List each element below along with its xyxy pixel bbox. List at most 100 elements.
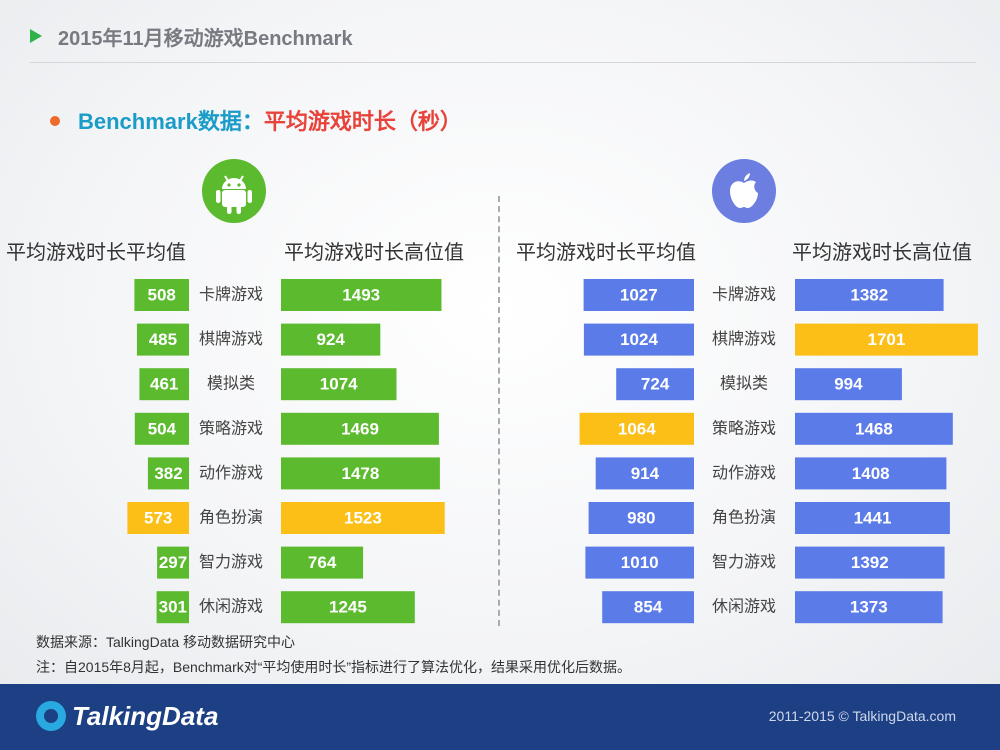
ios-avg-bar <box>583 323 694 356</box>
bar-value-label: 1478 <box>341 464 379 483</box>
bar-value-label: 1373 <box>850 598 888 617</box>
ios-category-label: 棋牌游戏 <box>712 330 776 348</box>
android-category-label: 模拟类 <box>207 375 255 393</box>
play-triangle-icon <box>30 29 42 43</box>
bar-value-label: 854 <box>634 598 663 617</box>
ios-category-label: 角色扮演 <box>712 509 776 527</box>
android-category-label: 策略游戏 <box>199 419 263 437</box>
android-high-bar <box>281 279 442 311</box>
ios-high-bar <box>795 457 947 490</box>
ios-avg-bar <box>602 591 694 624</box>
ios-avg-bar <box>616 368 694 401</box>
android-category-label: 智力游戏 <box>199 553 263 571</box>
page-title: 2015年11月移动游戏Benchmark <box>58 28 353 50</box>
apple-icon <box>712 159 776 223</box>
subtitle-main: 平均游戏时长（秒） <box>263 109 462 134</box>
ios-category-label: 休闲游戏 <box>712 598 776 616</box>
android-avg-bar <box>136 323 189 356</box>
footer-bar: TalkingData 2011-2015 © TalkingData.com <box>0 684 1000 750</box>
bar-value-label: 382 <box>154 464 182 483</box>
ios-high-bar <box>795 279 944 311</box>
ios-category-label: 策略游戏 <box>712 419 776 437</box>
bar-value-label: 1074 <box>320 375 358 394</box>
ios-avg-header: 平均游戏时长平均值 <box>516 242 696 264</box>
android-avg-header: 平均游戏时长平均值 <box>6 242 186 264</box>
bar-value-label: 1010 <box>621 553 659 572</box>
android-high-bar <box>281 546 364 579</box>
bar-value-label: 297 <box>159 553 187 572</box>
bar-value-label: 1701 <box>867 330 905 349</box>
android-high-bar <box>281 323 381 356</box>
header: 2015年11月移动游戏Benchmark <box>0 0 1000 64</box>
platform-divider <box>498 196 500 626</box>
android-category-label: 卡牌游戏 <box>199 286 263 304</box>
bar-value-label: 1245 <box>329 598 367 617</box>
bar-value-label: 1392 <box>851 553 889 572</box>
android-high-bar <box>281 368 397 401</box>
ios-high-bar <box>795 368 902 401</box>
android-avg-bar <box>147 457 189 490</box>
bar-value-label: 508 <box>148 286 176 305</box>
bar-value-label: 724 <box>641 375 670 394</box>
android-avg-bar <box>157 546 189 579</box>
bar-value-label: 1027 <box>620 286 658 305</box>
bar-value-label: 914 <box>631 464 660 483</box>
ios-high-bar <box>795 412 953 445</box>
bar-value-label: 573 <box>144 509 172 528</box>
android-high-bar <box>281 591 415 624</box>
ios-avg-bar <box>588 502 694 534</box>
android-avg-bar <box>134 279 189 311</box>
ios-avg-bar <box>585 546 694 579</box>
bar-value-label: 485 <box>149 330 177 349</box>
ios-category-label: 模拟类 <box>720 375 768 393</box>
bar-value-label: 1064 <box>618 419 656 438</box>
android-category-label: 休闲游戏 <box>199 598 263 616</box>
android-high-bar <box>281 457 440 490</box>
bullet-dot-icon <box>50 116 60 127</box>
bar-value-label: 1382 <box>850 286 888 305</box>
ios-avg-bar <box>595 457 694 490</box>
bar-value-label: 994 <box>834 375 863 394</box>
ios-high-bar <box>795 502 950 534</box>
android-category-label: 角色扮演 <box>199 509 263 527</box>
ios-avg-bar <box>579 412 694 445</box>
chart-subtitle: Benchmark数据：平均游戏时长（秒） <box>50 104 462 136</box>
android-category-label: 棋牌游戏 <box>199 330 263 348</box>
bar-value-label: 980 <box>627 509 655 528</box>
bar-value-label: 461 <box>150 375 178 394</box>
ios-category-label: 动作游戏 <box>712 464 776 482</box>
bar-value-label: 1468 <box>855 419 893 438</box>
ios-category-label: 卡牌游戏 <box>712 286 776 304</box>
bar-value-label: 1441 <box>854 509 892 528</box>
talkingdata-logo-icon <box>36 701 66 731</box>
android-avg-bar <box>139 368 189 401</box>
bar-value-label: 504 <box>148 419 177 438</box>
ios-category-label: 智力游戏 <box>712 553 776 571</box>
talkingdata-logo: TalkingData <box>36 698 218 734</box>
android-high-bar <box>281 412 439 445</box>
ios-high-bar <box>795 323 978 356</box>
android-category-label: 动作游戏 <box>199 464 263 482</box>
bar-value-label: 1493 <box>342 286 380 305</box>
bar-value-label: 1024 <box>620 330 658 349</box>
ios-high-header: 平均游戏时长高位值 <box>792 242 972 264</box>
android-avg-bar <box>156 591 189 624</box>
ios-high-bar <box>795 591 943 624</box>
android-icon <box>202 159 266 223</box>
subtitle-prefix: Benchmark数据： <box>78 109 264 134</box>
bar-value-label: 764 <box>308 553 337 572</box>
bar-value-label: 1469 <box>341 419 379 438</box>
logo-text: TalkingData <box>72 700 219 731</box>
ios-high-bar <box>795 546 945 579</box>
android-high-header: 平均游戏时长高位值 <box>284 242 464 264</box>
data-source: 数据来源：TalkingData 移动数据研究中心 <box>36 634 296 650</box>
bar-value-label: 1408 <box>852 464 890 483</box>
ios-avg-bar <box>583 279 694 311</box>
android-avg-bar <box>127 502 189 534</box>
bar-chart: 508 485 461 504 382 573 297 301 1493 924 1074 1469 1… <box>127 279 978 624</box>
copyright: 2011-2015 © TalkingData.com <box>768 708 956 724</box>
header-rule <box>30 62 976 63</box>
bar-value-label: 924 <box>317 330 346 349</box>
footnote: 注：自2015年8月起，Benchmark对“平均使用时长”指标进行了算法优化，… <box>36 659 632 675</box>
bar-value-label: 301 <box>159 598 187 617</box>
